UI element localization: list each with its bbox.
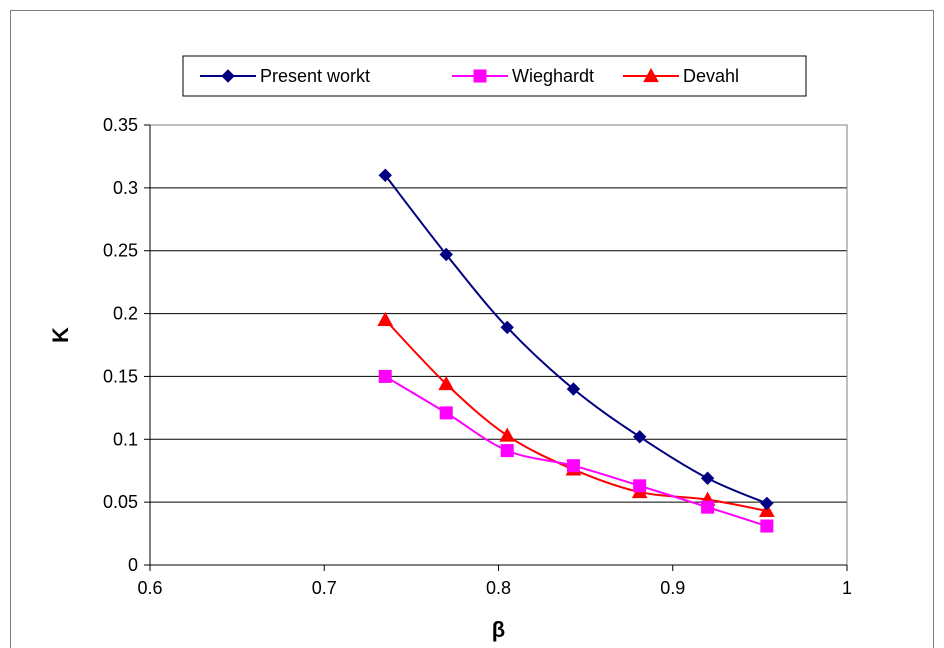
data-point-square [500, 444, 514, 458]
gridlines [150, 124, 847, 503]
y-tick-label: 0.2 [113, 304, 138, 324]
y-tick-label: 0.05 [103, 492, 138, 512]
chart-frame [10, 10, 934, 648]
legend-label: Wieghardt [512, 66, 594, 86]
y-tick-label: 0.3 [113, 178, 138, 198]
data-point-diamond [439, 247, 453, 262]
legend-marker [643, 67, 659, 83]
data-point-diamond [566, 382, 581, 396]
y-tick-label: 0.1 [113, 429, 138, 449]
data-point-square [378, 369, 392, 383]
legend-entry: Present workt [200, 66, 370, 86]
data-point-triangle [499, 427, 516, 442]
legend-label: Devahl [683, 66, 739, 86]
x-tick-label: 0.6 [137, 578, 162, 598]
legend-marker [221, 69, 235, 83]
data-point-square [439, 406, 453, 420]
series-wieghardt [378, 369, 774, 533]
data-point-triangle [377, 311, 394, 326]
x-tick-label: 0.9 [660, 578, 685, 598]
data-point-diamond [760, 496, 774, 511]
y-tick-label: 0.25 [103, 241, 138, 261]
y-tick-label: 0.35 [103, 115, 138, 135]
legend-entry: Wieghardt [452, 66, 594, 86]
data-point-diamond [700, 471, 715, 485]
legend-marker [473, 69, 487, 83]
data-point-triangle [438, 375, 455, 391]
legend-entry: Devahl [623, 66, 739, 86]
series-present-workt [378, 168, 774, 511]
data-point-diamond [500, 320, 514, 335]
data-point-square [701, 500, 715, 514]
axes: 0 0.05 0.1 0.15 0.2 0.25 0.3 0.35 0.6 0.7 0.8 0.9 1 [103, 115, 852, 598]
data-point-square [566, 459, 580, 473]
x-tick-label: 1 [842, 578, 852, 598]
series-line [384, 174, 768, 505]
x-tick-label: 0.8 [486, 578, 511, 598]
data-point-triangle [758, 502, 775, 518]
data-point-diamond [632, 430, 647, 444]
y-axis-title: K [48, 327, 73, 343]
data-point-diamond [378, 168, 392, 182]
x-tick-label: 0.7 [312, 578, 337, 598]
plot-area [149, 124, 848, 566]
legend: Present workt Wieghardt Devahl [182, 55, 807, 97]
y-tick-label: 0 [128, 555, 138, 575]
y-tick-label: 0.15 [103, 366, 138, 386]
legend-label: Present workt [260, 66, 370, 86]
data-point-square [633, 479, 647, 493]
series-layer [377, 168, 775, 533]
data-point-square [760, 519, 774, 533]
x-axis-title: β [492, 617, 505, 642]
series-devahl [377, 311, 775, 518]
